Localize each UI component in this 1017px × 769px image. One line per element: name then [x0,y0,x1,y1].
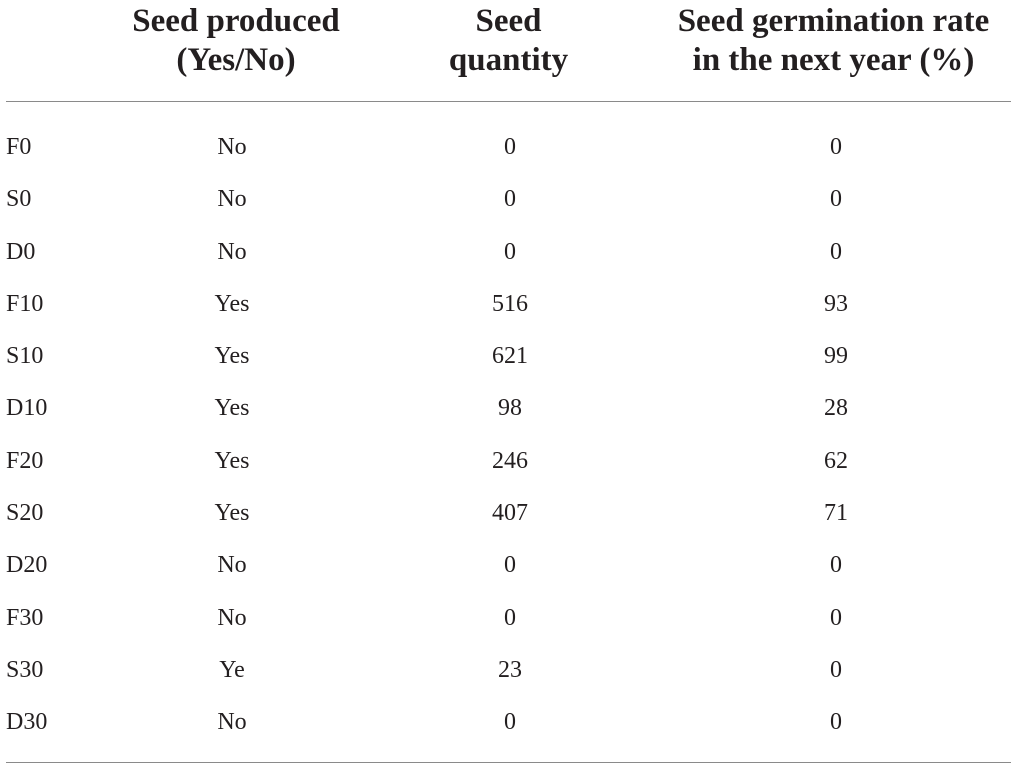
seed-produced-cell: No [217,238,247,265]
germination-rate-cell: 93 [824,290,848,317]
table-header: Seed produced (Yes/No) Seed quantity See… [6,0,1011,100]
seed-quantity-cell: 516 [492,290,528,317]
seed-table: Seed produced (Yes/No) Seed quantity See… [6,0,1011,763]
germination-rate-cell: 99 [824,343,848,370]
table-row: D30 No 0 0 [6,696,1011,748]
table-row: S0 No 0 0 [6,173,1011,225]
row-label: S0 [6,186,32,213]
row-label: D30 [6,709,48,736]
seed-produced-cell: No [217,709,247,736]
germination-rate-cell: 0 [830,552,842,579]
seed-produced-cell: No [217,186,247,213]
table-row: S20 Yes 407 71 [6,487,1011,539]
germination-rate-cell: 0 [830,186,842,213]
row-label: F30 [6,604,44,631]
table-row: S10 Yes 621 99 [6,330,1011,382]
row-label: D20 [6,552,48,579]
seed-quantity-cell: 0 [504,186,516,213]
table-row: F10 Yes 516 93 [6,278,1011,330]
germination-rate-cell: 0 [830,238,842,265]
seed-produced-cell: No [217,604,247,631]
table-row: F20 Yes 246 62 [6,435,1011,487]
seed-quantity-cell: 0 [504,709,516,736]
seed-produced-cell: Yes [214,395,250,422]
header-seed-produced: Seed produced (Yes/No) [132,3,340,78]
seed-produced-cell: Ye [219,656,245,683]
header-germination-rate: Seed germination rate in the next year (… [677,3,990,78]
germination-rate-cell: 0 [830,604,842,631]
germination-rate-cell: 0 [830,656,842,683]
seed-quantity-cell: 407 [492,500,528,527]
seed-quantity-cell: 0 [504,134,516,160]
seed-quantity-cell: 0 [504,238,516,265]
table-row: D10 Yes 98 28 [6,382,1011,434]
seed-quantity-cell: 246 [492,447,528,474]
seed-produced-cell: Yes [214,500,250,527]
germination-rate-cell: 0 [830,709,842,736]
row-label: F0 [6,134,32,160]
germination-rate-cell: 62 [824,447,848,474]
seed-produced-cell: No [217,134,247,160]
row-label: S30 [6,656,44,683]
seed-quantity-cell: 23 [498,656,522,683]
table-row: F0 No 0 0 [6,121,1011,173]
table-row: D0 No 0 0 [6,226,1011,278]
seed-quantity-cell: 0 [504,552,516,579]
header-divider [6,101,1011,102]
seed-produced-cell: Yes [214,447,250,474]
header-seed-quantity: Seed quantity [448,3,569,78]
row-label: S10 [6,343,44,370]
table-row: D20 No 0 0 [6,539,1011,591]
seed-quantity-cell: 0 [504,604,516,631]
table-body: F0 No 0 0 S0 No 0 0 D0 No 0 0 F10 Yes 516 93 S10 Yes 621 99… [6,121,1011,749]
row-label: S20 [6,500,44,527]
germination-rate-cell: 28 [824,395,848,422]
seed-produced-cell: Yes [214,343,250,370]
seed-quantity-cell: 621 [492,343,528,370]
seed-produced-cell: No [217,552,247,579]
seed-quantity-cell: 98 [498,395,522,422]
row-label: F10 [6,290,44,317]
table-bottom-rule [6,762,1011,763]
row-label: F20 [6,447,44,474]
row-label: D10 [6,395,48,422]
table-row: F30 No 0 0 [6,592,1011,644]
seed-produced-cell: Yes [214,290,250,317]
row-label: D0 [6,238,36,265]
germination-rate-cell: 71 [824,500,848,527]
table-row: S30 Ye 23 0 [6,644,1011,696]
germination-rate-cell: 0 [830,134,842,160]
